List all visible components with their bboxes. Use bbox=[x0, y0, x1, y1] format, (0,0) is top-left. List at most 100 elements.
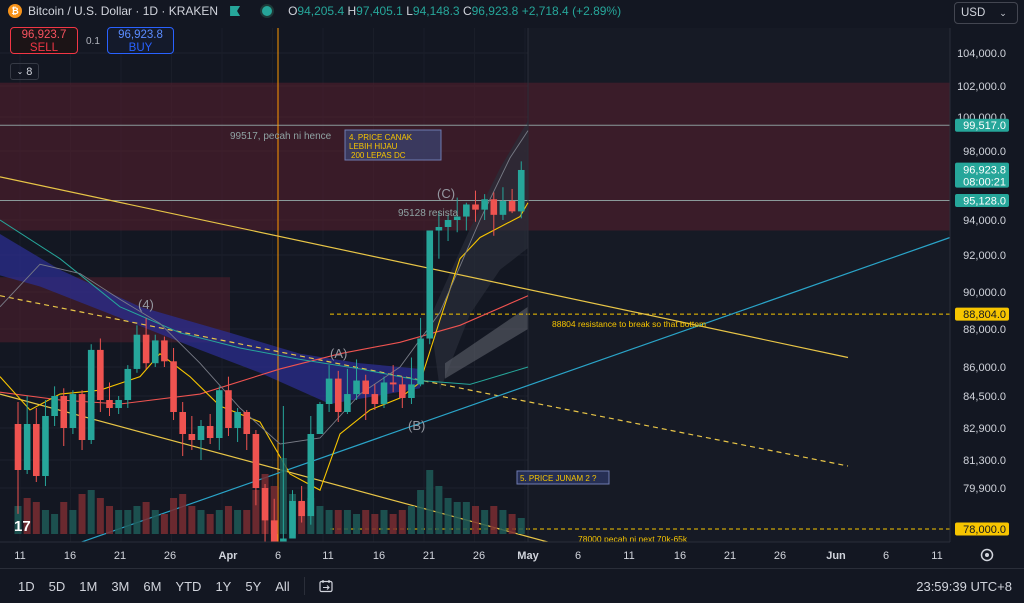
candle-body[interactable] bbox=[78, 394, 86, 440]
price-tick: 84,500.0 bbox=[963, 391, 1006, 403]
candle-body[interactable] bbox=[106, 400, 113, 408]
timeframe-5y[interactable]: 5Y bbox=[245, 578, 262, 594]
candle-body[interactable] bbox=[472, 204, 479, 210]
candle-body[interactable] bbox=[490, 199, 498, 215]
settings-gear-icon[interactable] bbox=[980, 548, 994, 562]
candle-body[interactable] bbox=[51, 396, 58, 416]
candle-body[interactable] bbox=[426, 230, 434, 339]
timeframe-ytd[interactable]: YTD bbox=[175, 578, 202, 594]
volume-bar bbox=[51, 514, 59, 534]
timeframe-6m[interactable]: 6M bbox=[143, 578, 162, 594]
candle-body[interactable] bbox=[289, 500, 296, 539]
candle-body[interactable] bbox=[298, 500, 305, 517]
candle-body[interactable] bbox=[444, 220, 452, 227]
candle-body[interactable] bbox=[115, 400, 122, 408]
volume-bar bbox=[334, 510, 342, 534]
indicators-toggle[interactable]: ⌄ 8 bbox=[10, 63, 39, 80]
currency-select[interactable]: USD ⌄ bbox=[954, 2, 1018, 24]
volume-bar bbox=[481, 510, 489, 534]
wave-label-c: (C) bbox=[437, 186, 455, 201]
candle-body[interactable] bbox=[23, 424, 31, 470]
candle-body[interactable] bbox=[206, 426, 214, 438]
candle-body[interactable] bbox=[170, 361, 177, 412]
volume-bar bbox=[417, 490, 425, 534]
candle-body[interactable] bbox=[408, 384, 415, 398]
volume-bar bbox=[371, 514, 379, 534]
utc-clock[interactable]: 23:59:39 UTC+8 bbox=[916, 578, 1012, 594]
candle-body[interactable] bbox=[179, 412, 186, 434]
candle-body[interactable] bbox=[371, 394, 379, 404]
timeframe-5d[interactable]: 5D bbox=[48, 578, 66, 594]
candle-body[interactable] bbox=[417, 338, 424, 385]
candle-body[interactable] bbox=[389, 382, 397, 385]
candle-body[interactable] bbox=[234, 412, 241, 428]
candle-body[interactable] bbox=[499, 201, 507, 215]
candle-body[interactable] bbox=[216, 390, 223, 438]
buy-button[interactable]: 96,923.8 BUY bbox=[107, 27, 174, 54]
candle-body[interactable] bbox=[97, 349, 104, 400]
candle-body[interactable] bbox=[481, 199, 488, 210]
candle-body[interactable] bbox=[188, 434, 196, 440]
price-label-78000: 78,000.0 bbox=[963, 524, 1006, 536]
spread-value: 0.1 bbox=[86, 36, 100, 47]
price-chart[interactable]: (4) (A) (B) (C) 99517, pecah ni hence 95128 r… bbox=[0, 0, 1024, 568]
candle-body[interactable] bbox=[60, 396, 68, 428]
candle-body[interactable] bbox=[334, 378, 342, 412]
candle-body[interactable] bbox=[435, 227, 443, 231]
volume-bar bbox=[362, 510, 370, 534]
candle-body[interactable] bbox=[161, 340, 168, 362]
symbol-title[interactable]: Bitcoin / U.S. Dollar · 1D · KRAKEN bbox=[28, 4, 219, 18]
volume-bar bbox=[151, 510, 159, 534]
note-box-5 bbox=[516, 470, 610, 485]
flag-icon[interactable] bbox=[230, 6, 241, 16]
projection-box bbox=[445, 306, 528, 379]
candle-body[interactable] bbox=[325, 378, 333, 404]
candle-body[interactable] bbox=[42, 416, 49, 476]
time-tick: 16 bbox=[64, 550, 76, 562]
volume-bar bbox=[96, 498, 104, 534]
sell-button[interactable]: 96,923.7 SELL bbox=[10, 27, 78, 54]
candle-body[interactable] bbox=[508, 201, 516, 212]
candle-body[interactable] bbox=[307, 434, 315, 517]
candle-body[interactable] bbox=[124, 368, 132, 400]
timeframe-1d[interactable]: 1D bbox=[18, 578, 35, 594]
candle-body[interactable] bbox=[270, 520, 278, 547]
candle-body[interactable] bbox=[463, 204, 470, 217]
volume-bar bbox=[398, 510, 406, 534]
candle-body[interactable] bbox=[399, 384, 406, 398]
candle-body[interactable] bbox=[14, 424, 22, 470]
volume-bar bbox=[170, 498, 178, 534]
candle-body[interactable] bbox=[225, 390, 232, 428]
price-tick: 81,300.0 bbox=[963, 455, 1006, 467]
wave-label-b: (B) bbox=[408, 418, 425, 433]
toolbar-divider bbox=[303, 577, 305, 595]
candle-body[interactable] bbox=[151, 340, 159, 364]
candle-body[interactable] bbox=[252, 434, 260, 488]
uptrend-line bbox=[69, 236, 951, 547]
candle-body[interactable] bbox=[33, 424, 40, 476]
candle-body[interactable] bbox=[261, 488, 269, 521]
candle-body[interactable] bbox=[197, 426, 205, 440]
timeframe-3m[interactable]: 3M bbox=[111, 578, 130, 594]
candle-body[interactable] bbox=[362, 380, 369, 395]
candle-body[interactable] bbox=[380, 382, 388, 404]
candle-body[interactable] bbox=[517, 169, 525, 212]
volume-bar bbox=[32, 502, 40, 534]
candle-body[interactable] bbox=[316, 404, 324, 434]
volume-bar bbox=[234, 510, 242, 534]
candle-body[interactable] bbox=[87, 349, 95, 440]
candle-body[interactable] bbox=[453, 216, 461, 220]
timeframe-1y[interactable]: 1Y bbox=[215, 578, 232, 594]
price-tick: 92,000.0 bbox=[963, 250, 1006, 262]
timeframe-1m[interactable]: 1M bbox=[79, 578, 98, 594]
candle-body[interactable] bbox=[353, 380, 360, 395]
candle-body[interactable] bbox=[344, 394, 351, 412]
price-label-88804-bg bbox=[955, 307, 1009, 321]
timeframe-all[interactable]: All bbox=[275, 578, 290, 594]
candle-body[interactable] bbox=[243, 412, 251, 434]
annotation-88804: 88804 resistance to break so that bottom bbox=[552, 319, 706, 329]
calendar-range-icon[interactable] bbox=[319, 579, 333, 593]
candle-body[interactable] bbox=[69, 394, 77, 428]
candle-body[interactable] bbox=[142, 334, 150, 364]
candle-body[interactable] bbox=[133, 334, 141, 369]
